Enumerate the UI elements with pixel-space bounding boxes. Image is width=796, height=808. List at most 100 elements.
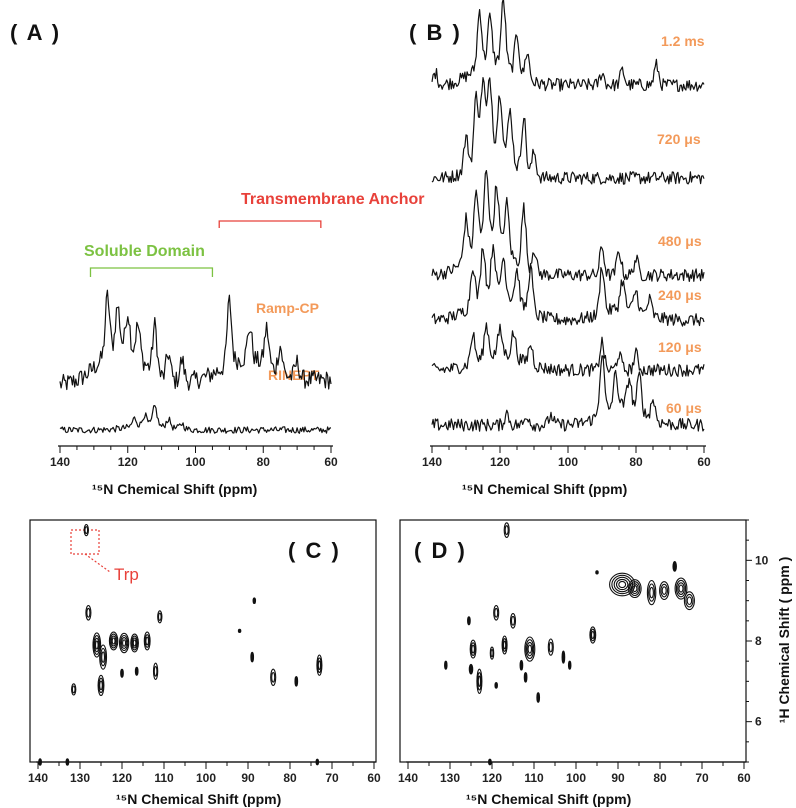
contour-peak bbox=[490, 648, 494, 658]
contour-peak bbox=[660, 583, 669, 598]
y-tick-label: 6 bbox=[755, 715, 762, 729]
contour-peak bbox=[659, 581, 670, 601]
contour-peak bbox=[536, 692, 540, 703]
contour-peak bbox=[92, 632, 102, 658]
spectrum-trace bbox=[431, 170, 705, 282]
contour-peak bbox=[632, 585, 638, 593]
contour-peak bbox=[683, 591, 695, 611]
panel-c-label: ( C ) bbox=[288, 538, 341, 563]
contour-peak bbox=[444, 661, 447, 670]
contour-peak bbox=[678, 584, 684, 593]
spectrum-trace bbox=[431, 355, 705, 432]
contour-peak bbox=[568, 661, 571, 670]
contour-peak bbox=[253, 597, 256, 604]
rinept-label: RINEPT bbox=[268, 367, 320, 383]
contour-peak bbox=[157, 612, 162, 621]
contour-peak bbox=[590, 628, 596, 642]
x-tick-label: 140 bbox=[422, 455, 442, 469]
x-tick-label: 60 bbox=[324, 455, 338, 469]
contour-peak bbox=[85, 604, 92, 621]
contour-peak bbox=[469, 664, 473, 674]
x-tick-label: 130 bbox=[440, 771, 460, 785]
x-tick-label: 80 bbox=[257, 455, 271, 469]
x-tick-label: 100 bbox=[196, 771, 216, 785]
contour-peak bbox=[469, 639, 477, 659]
contour-peak bbox=[122, 639, 127, 647]
x-tick-label: 120 bbox=[118, 455, 138, 469]
panel-b: ( B ) 1.2 ms 720 μs 480 μs 240 μs 120 μs… bbox=[409, 0, 711, 497]
ramp-cp-label: Ramp-CP bbox=[256, 300, 319, 316]
contour-peak bbox=[590, 630, 595, 640]
contour-peak bbox=[295, 676, 298, 687]
contour-peak bbox=[152, 662, 159, 680]
x-tick-label: 140 bbox=[50, 455, 70, 469]
panel-d-label: ( D ) bbox=[414, 538, 467, 563]
spectrum-trace bbox=[431, 77, 705, 185]
contour-peak bbox=[120, 669, 124, 678]
x-tick-label: 80 bbox=[283, 771, 297, 785]
x-tick-label: 140 bbox=[398, 771, 418, 785]
x-tick-label: 90 bbox=[611, 771, 625, 785]
panel-d-y-axis: 6 8 10 bbox=[746, 519, 769, 763]
x-tick-label: 110 bbox=[524, 771, 544, 785]
spectrum-trace bbox=[431, 244, 705, 327]
y-tick-label: 10 bbox=[755, 553, 769, 567]
contour-peak bbox=[271, 671, 276, 683]
panel-a-x-axis: 140 120 100 80 60 bbox=[50, 445, 338, 469]
y-tick-label: 8 bbox=[755, 634, 762, 648]
trace-label-240us: 240 μs bbox=[658, 287, 702, 303]
contour-peak bbox=[520, 660, 523, 670]
contour-peak bbox=[502, 638, 507, 652]
x-tick-label: 70 bbox=[695, 771, 709, 785]
soluble-domain-bracket bbox=[89, 267, 214, 277]
contour-peak bbox=[100, 647, 107, 667]
spectrum-trace bbox=[431, 0, 705, 92]
contour-peak bbox=[562, 651, 565, 664]
contour-peak bbox=[238, 629, 241, 633]
contour-peak bbox=[646, 579, 657, 606]
x-tick-label: 100 bbox=[185, 455, 205, 469]
x-tick-label: 120 bbox=[490, 455, 510, 469]
contour-peak bbox=[685, 593, 694, 608]
contour-peak bbox=[109, 633, 118, 649]
panel-d-x-axis: 140 130 120 110 100 90 80 70 60 bbox=[398, 761, 751, 785]
x-tick-label: 120 bbox=[482, 771, 502, 785]
contour-peak bbox=[120, 637, 128, 649]
panel-c-contours bbox=[38, 523, 323, 766]
contour-peak bbox=[618, 580, 627, 589]
x-tick-label: 70 bbox=[325, 771, 339, 785]
contour-peak bbox=[131, 635, 139, 651]
contour-peak bbox=[316, 654, 323, 676]
contour-peak bbox=[524, 636, 536, 662]
contour-peak bbox=[547, 638, 554, 656]
transmembrane-anchor-bracket bbox=[218, 220, 322, 228]
contour-peak bbox=[613, 576, 631, 593]
contour-peak bbox=[489, 646, 495, 660]
trp-leader-line bbox=[84, 553, 111, 573]
contour-peak bbox=[83, 523, 89, 537]
panel-a-x-axis-title: ¹⁵N Chemical Shift (ppm) bbox=[92, 481, 257, 497]
contour-peak bbox=[526, 641, 534, 657]
x-tick-label: 80 bbox=[629, 455, 643, 469]
x-tick-label: 100 bbox=[566, 771, 586, 785]
contour-peak bbox=[99, 680, 103, 691]
contour-peak bbox=[595, 570, 599, 575]
contour-peak bbox=[510, 615, 516, 626]
contour-peak bbox=[135, 667, 138, 676]
contour-peak bbox=[132, 639, 137, 647]
x-tick-label: 110 bbox=[154, 771, 174, 785]
spectrum-trace bbox=[431, 322, 705, 377]
contour-peak bbox=[630, 583, 639, 595]
contour-peak bbox=[111, 637, 116, 645]
x-tick-label: 60 bbox=[737, 771, 751, 785]
contour-peak bbox=[131, 637, 138, 649]
contour-peak bbox=[615, 578, 629, 591]
contour-peak bbox=[501, 635, 508, 655]
contour-peak bbox=[524, 672, 527, 683]
trace-label-720us: 720 μs bbox=[657, 131, 701, 147]
trace-label-120us: 120 μs bbox=[658, 339, 702, 355]
contour-peak bbox=[677, 582, 685, 595]
contour-peak bbox=[627, 579, 642, 599]
panel-d: ( D ) 140 130 120 110 100 90 80 70 60 6 8 10 ¹⁵N C… bbox=[398, 519, 792, 807]
